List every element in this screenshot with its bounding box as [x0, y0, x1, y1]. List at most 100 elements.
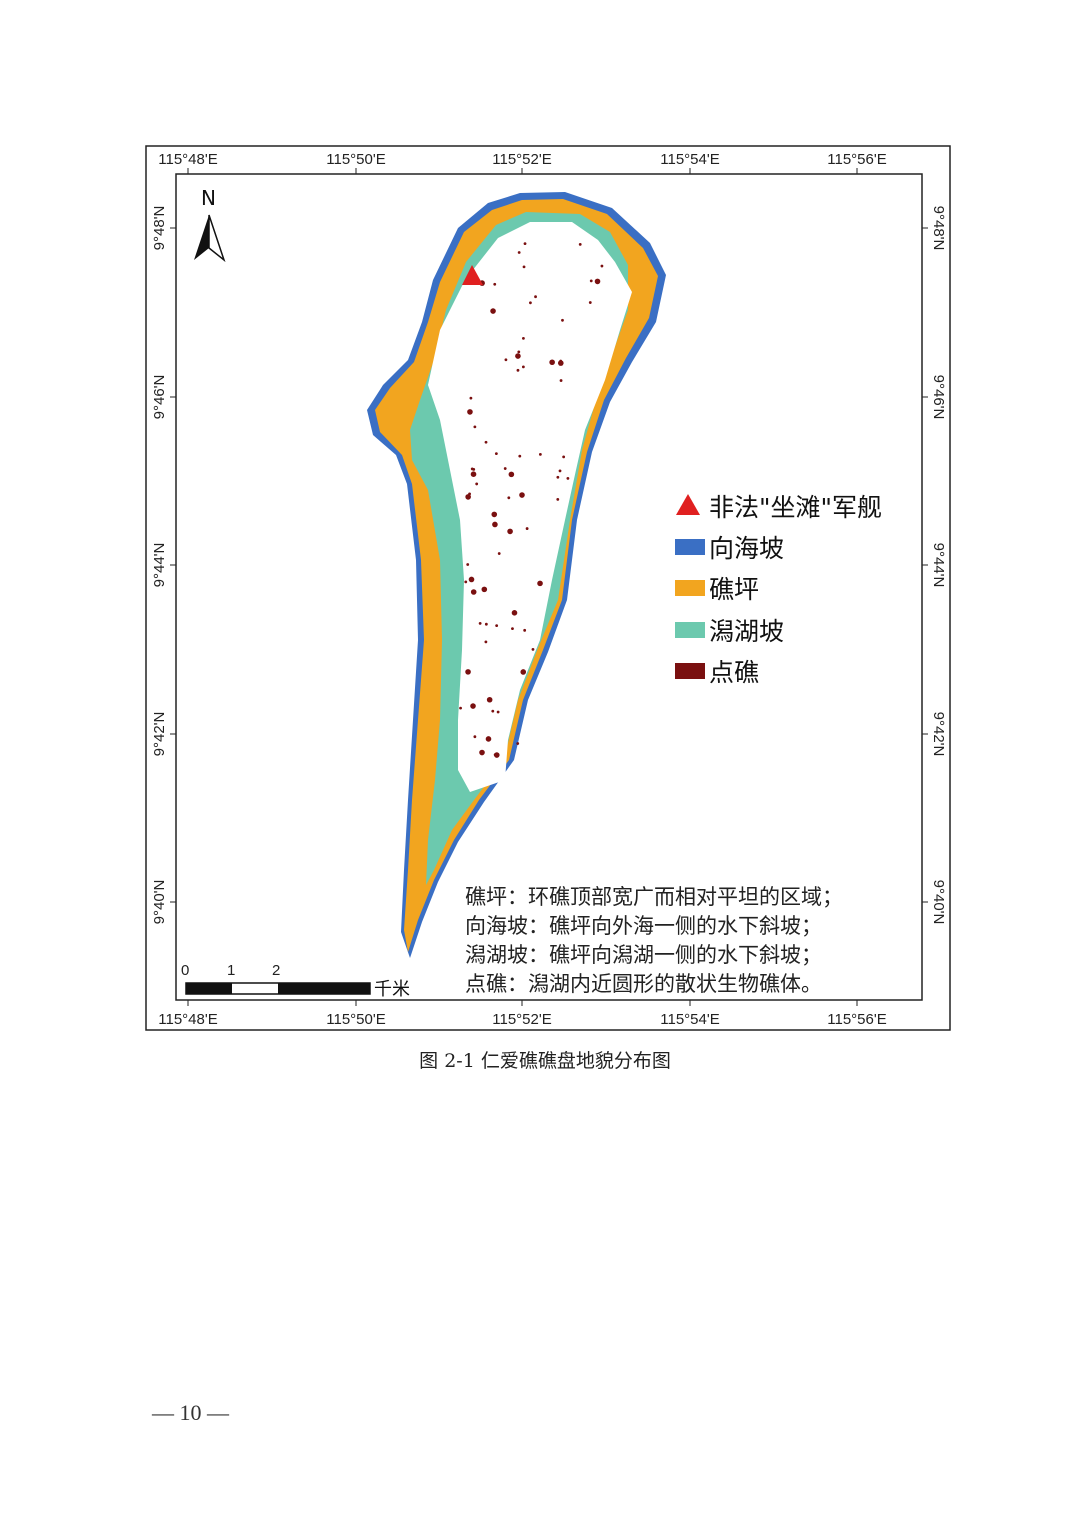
patch-reef	[511, 627, 514, 631]
longitude-label-top: 115°54'E	[660, 151, 719, 168]
legend-swatch-fore-reef	[675, 539, 705, 555]
page-number: — 10 —	[152, 1400, 229, 1425]
patch-reef	[538, 452, 542, 456]
patch-reef	[468, 492, 471, 496]
note-reef-flat: 礁坪：环礁顶部宽广而相对平坦的区域；	[465, 885, 843, 909]
patch-reef	[493, 752, 500, 758]
patch-reef	[484, 440, 488, 444]
patch-reef	[473, 735, 477, 739]
patch-reef	[537, 580, 543, 587]
patch-reef	[561, 318, 564, 322]
patch-reef	[511, 610, 518, 616]
note-fore-reef: 向海坡：礁坪向外海一侧的水下斜坡；	[465, 914, 822, 938]
patch-reef	[588, 301, 592, 304]
legend-label-fore-reef: 向海坡	[709, 534, 784, 563]
patch-reef	[522, 336, 525, 340]
note-lagoon-slope: 潟湖坡：礁坪向潟湖一侧的水下斜坡；	[465, 943, 822, 967]
legend-swatch-lagoon-slope	[675, 622, 705, 638]
patch-reef	[531, 647, 535, 651]
patch-reef	[478, 621, 482, 625]
patch-reef	[523, 242, 527, 246]
patch-reef	[559, 379, 563, 382]
legend-triangle-icon	[676, 494, 700, 515]
longitude-label-bottom: 115°54'E	[660, 1011, 719, 1028]
latitude-label-left: 9°48'N	[151, 206, 168, 251]
patch-reef	[529, 301, 532, 305]
latitude-label-left: 9°42'N	[151, 712, 168, 757]
patch-reef	[493, 282, 497, 286]
patch-reef	[484, 622, 488, 626]
longitude-label-top: 115°48'E	[158, 151, 217, 168]
patch-reef	[503, 467, 507, 470]
patch-reef	[470, 589, 477, 595]
latitude-label-right: 9°42'N	[930, 712, 947, 757]
patch-reefs	[459, 242, 604, 758]
scale-tick-0: 0	[181, 962, 189, 979]
patch-reef	[566, 476, 570, 480]
scale-tick-1: 1	[227, 962, 235, 979]
grounded-ship-marker	[462, 265, 483, 285]
figure-caption: 图 2-1 仁爱礁礁盘地貌分布图	[419, 1050, 671, 1072]
patch-reef	[516, 742, 520, 745]
longitude-label-top: 115°52'E	[492, 151, 551, 168]
legend-swatch-reef-flat	[675, 580, 705, 596]
longitude-label-top: 115°56'E	[827, 151, 886, 168]
latitude-label-left: 9°46'N	[151, 375, 168, 420]
patch-reef	[467, 670, 471, 674]
patch-reef	[475, 482, 479, 486]
patch-reef	[557, 360, 564, 366]
legend-label-reef-flat: 礁坪	[709, 575, 759, 604]
patch-reef	[600, 264, 604, 268]
legend: 非法"坐滩"军舰 向海坡 礁坪 潟湖坡 点礁	[675, 493, 882, 687]
patch-reef	[504, 358, 508, 362]
patch-reef	[484, 640, 488, 644]
north-arrow: N	[194, 186, 226, 263]
latitude-label-right: 9°46'N	[930, 375, 947, 420]
patch-reef	[507, 496, 511, 500]
patch-reef	[520, 669, 527, 675]
patch-reef	[491, 511, 498, 518]
longitude-label-bottom: 115°52'E	[492, 1011, 551, 1028]
patch-reef	[470, 467, 474, 471]
patch-reef	[516, 368, 520, 372]
patch-reef	[508, 471, 515, 478]
patch-reef	[578, 242, 582, 246]
patch-reef	[490, 308, 496, 314]
patch-reef	[522, 265, 526, 269]
patch-reef	[470, 703, 476, 709]
patch-reef	[479, 749, 485, 756]
patch-reef	[558, 469, 562, 473]
latitude-label-right: 9°40'N	[930, 880, 947, 925]
latitude-label-right: 9°44'N	[930, 543, 947, 588]
legend-label-patch-reef: 点礁	[709, 658, 759, 687]
patch-reef	[525, 527, 529, 530]
longitude-label-top: 115°50'E	[326, 151, 385, 168]
patch-reef	[494, 452, 498, 456]
patch-reef	[559, 359, 563, 363]
longitude-label-bottom: 115°48'E	[158, 1011, 217, 1028]
patch-reef	[523, 628, 527, 632]
patch-reef	[519, 492, 525, 498]
north-arrow-label: N	[201, 186, 216, 210]
patch-reef	[497, 552, 501, 555]
graticule-ticks: 115°48'E 115°48'E 115°50'E 115°50'E 115°52'E…	[151, 151, 947, 1028]
patch-reef	[465, 494, 471, 500]
scale-unit: 千米	[374, 979, 410, 1000]
legend-swatch-patch-reef	[675, 663, 705, 679]
scale-tick-2: 2	[272, 962, 280, 979]
patch-reef	[468, 576, 475, 583]
patch-reef	[481, 586, 488, 593]
scale-bar: 0 1 2 千米	[181, 962, 410, 1000]
patch-reef	[486, 696, 493, 703]
patch-reef	[473, 425, 477, 429]
latitude-label-left: 9°40'N	[151, 880, 168, 925]
patch-reef	[496, 710, 500, 714]
reef	[367, 192, 666, 958]
patch-reef	[518, 454, 522, 458]
patch-reef	[562, 455, 566, 459]
lagoon	[428, 222, 632, 792]
longitude-label-bottom: 115°56'E	[827, 1011, 886, 1028]
patch-reef	[517, 251, 521, 254]
longitude-label-bottom: 115°50'E	[326, 1011, 385, 1028]
patch-reef	[517, 350, 521, 354]
